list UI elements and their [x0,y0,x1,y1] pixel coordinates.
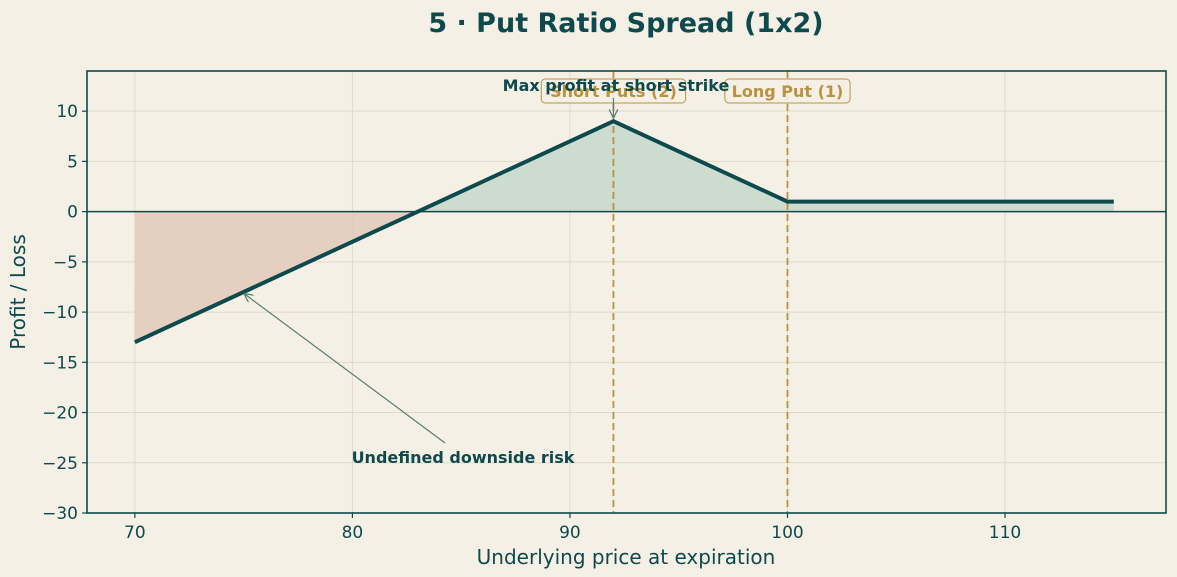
strike-label: Short Puts (2) [550,82,677,101]
annotation-arrow [245,294,446,444]
annotation-downside-risk: Undefined downside risk [352,448,575,467]
y-tick-label: 0 [67,203,78,223]
y-tick-label: 10 [56,102,78,122]
chart-title: 5 · Put Ratio Spread (1x2) [428,8,823,39]
y-axis-label: Profit / Loss [6,234,30,350]
x-tick-label: 90 [559,523,581,543]
y-tick-label: −15 [42,353,78,373]
x-axis-label: Underlying price at expiration [477,545,776,569]
x-tick-label: 100 [771,523,803,543]
x-axis-ticks: 70 80 90 100 110 [124,513,1021,543]
y-tick-label: −10 [42,303,78,323]
profit-area [787,201,1114,212]
pnl-series [134,119,1114,345]
y-tick-label: −5 [53,253,78,273]
annotations: Max profit at short strike Undefined down… [245,76,730,467]
y-tick-label: −30 [42,504,78,524]
plot-frame [86,70,1167,514]
y-axis-ticks: 10 5 0 −5 −10 −15 −20 −25 −30 [42,102,87,524]
strike-lines: Short Puts (2) Long Put (1) [540,71,851,513]
pnl-line [134,119,1114,345]
strike-label: Long Put (1) [732,82,844,101]
y-tick-label: 5 [67,152,78,172]
pnl-fills [134,121,1114,343]
profit-area [613,121,788,212]
annotation-max-profit: Max profit at short strike [503,76,730,95]
y-tick-label: −25 [42,454,78,474]
x-tick-label: 80 [342,523,364,543]
x-tick-label: 70 [124,523,146,543]
x-tick-label: 110 [989,523,1021,543]
strike-label-box [724,78,851,104]
y-tick-label: −20 [42,404,78,424]
